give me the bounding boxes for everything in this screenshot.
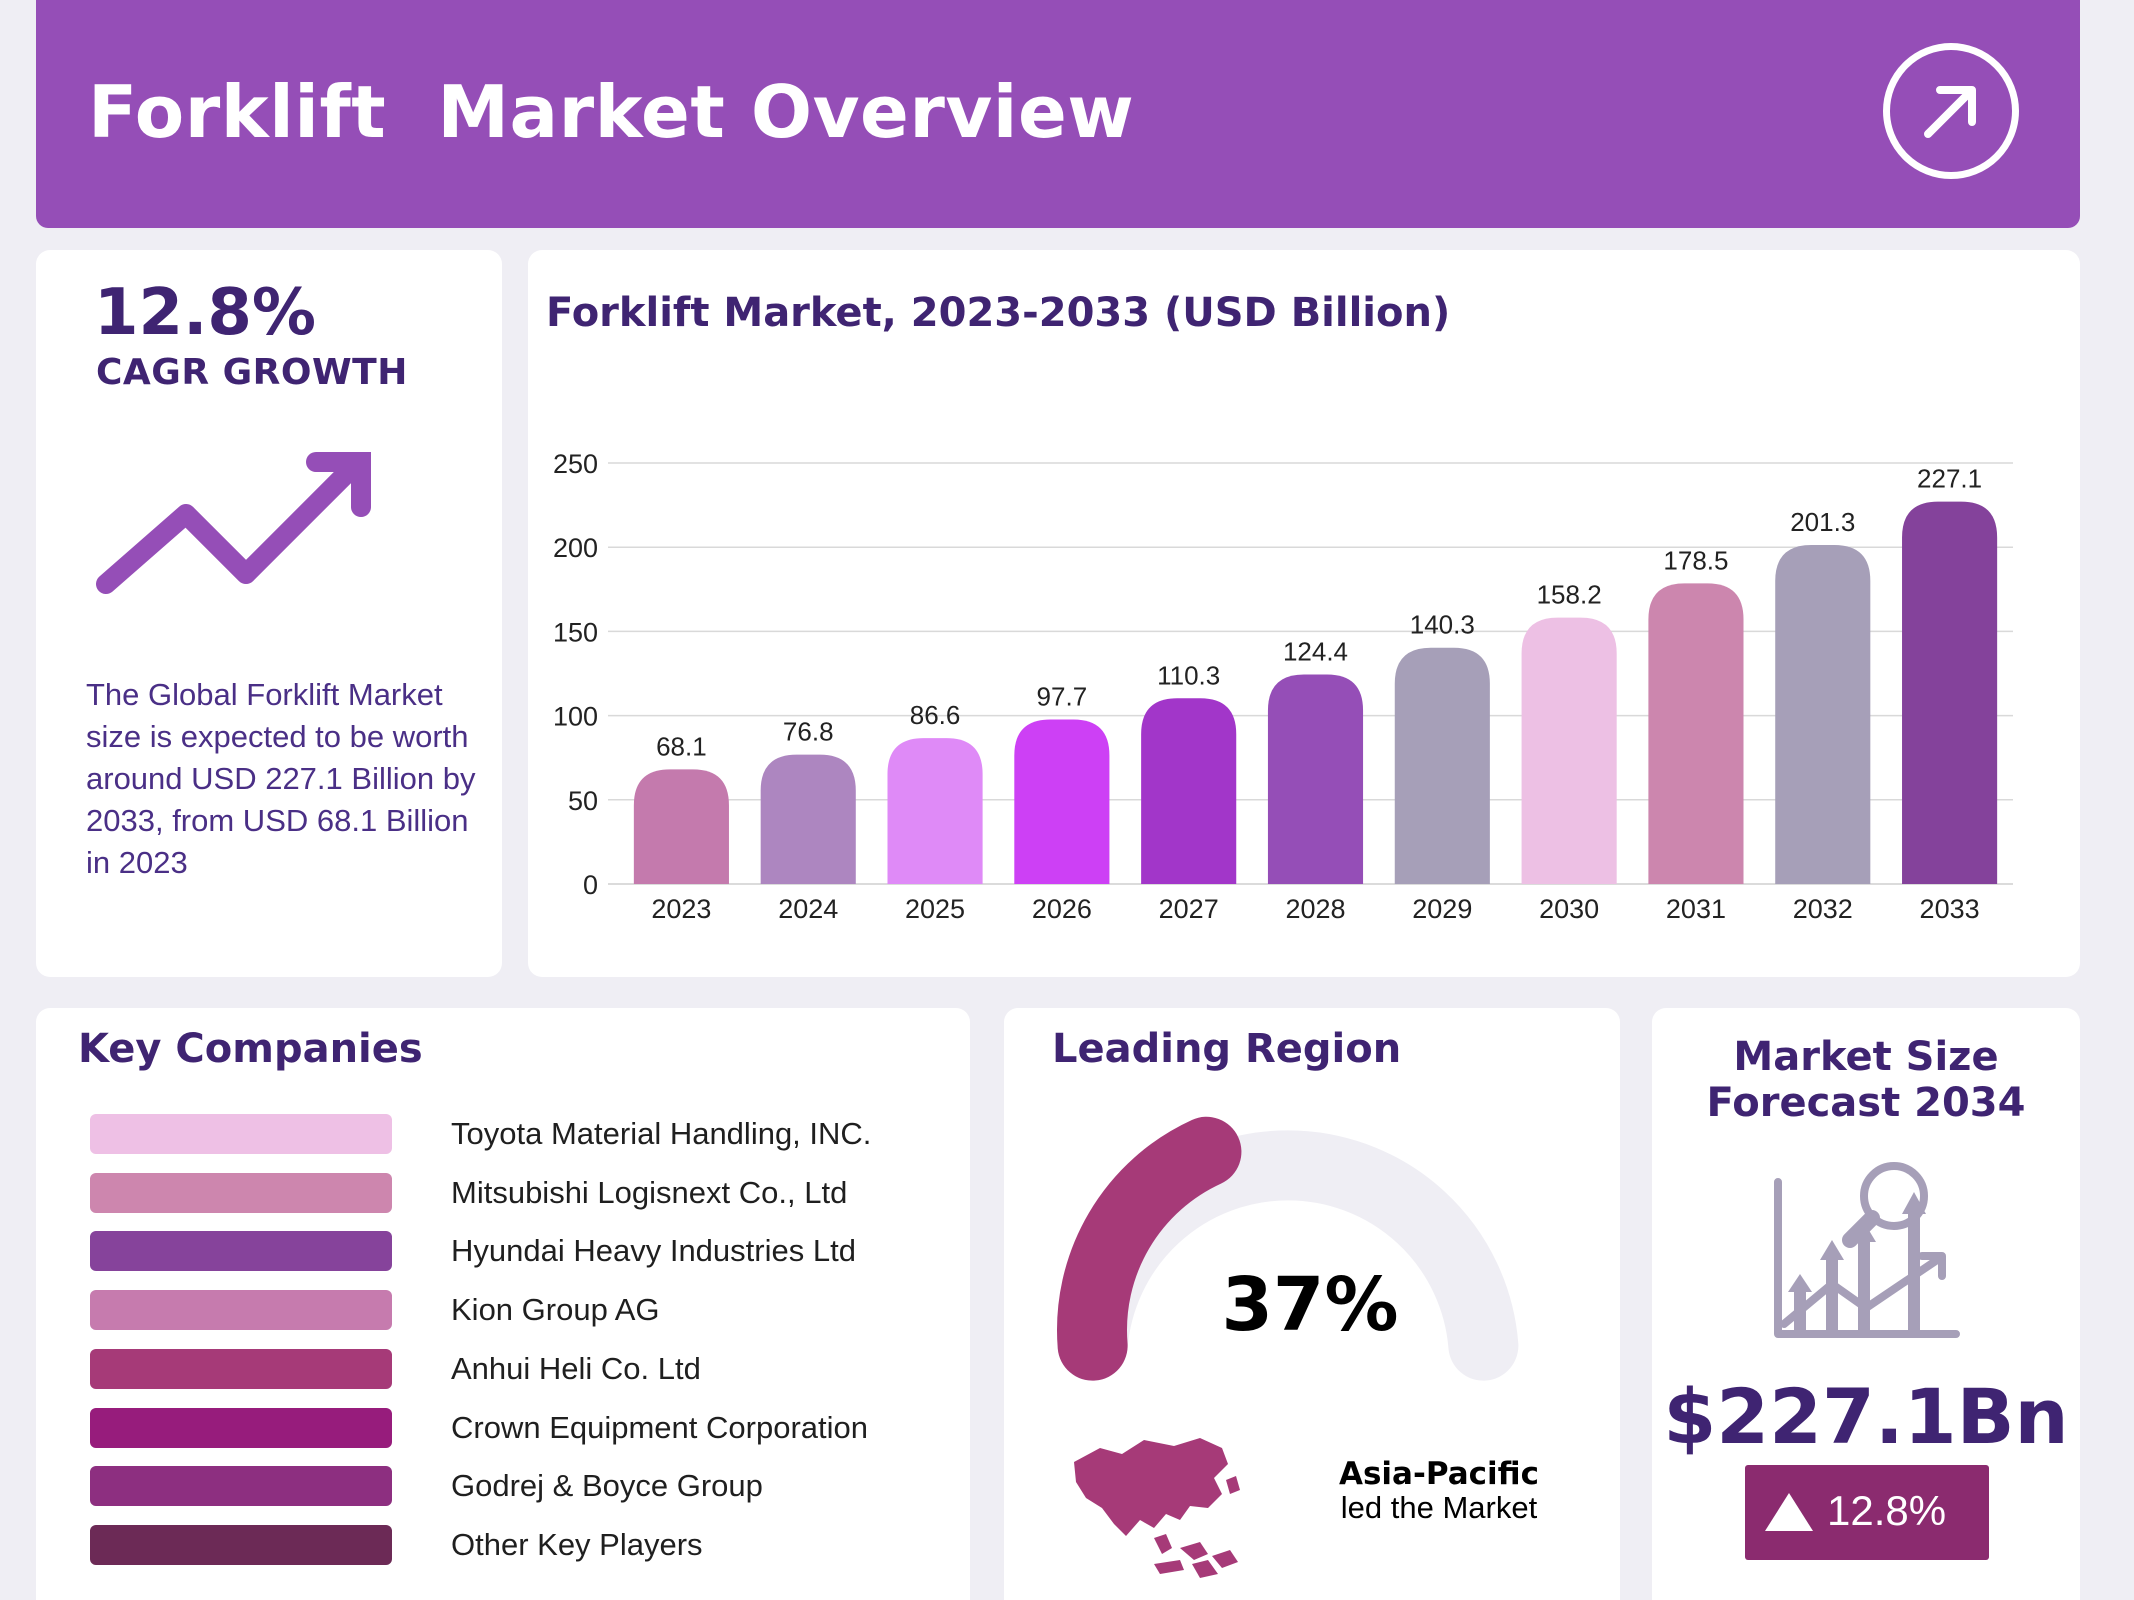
bar: [1521, 617, 1617, 884]
bar: [760, 754, 856, 884]
company-name: Kion Group AG: [451, 1292, 660, 1328]
bar: [887, 738, 983, 884]
x-tick-label: 2024: [778, 894, 838, 924]
trending-up-icon: [96, 452, 371, 594]
page-title: Forklift Market Overview: [88, 70, 1135, 154]
company-row: Anhui Heli Co. Ltd: [90, 1348, 950, 1389]
company-row: Other Key Players: [90, 1524, 950, 1565]
key-companies-title: Key Companies: [78, 1026, 423, 1072]
company-swatch: [90, 1290, 392, 1331]
company-row: Hyundai Heavy Industries Ltd: [90, 1231, 950, 1272]
cagr-value: 12.8%: [94, 276, 317, 350]
bar-value-label: 110.3: [1157, 660, 1220, 690]
y-tick-label: 200: [553, 533, 598, 563]
bar-value-label: 158.2: [1537, 580, 1602, 610]
company-name: Crown Equipment Corporation: [451, 1409, 868, 1445]
y-tick-label: 50: [568, 786, 598, 816]
company-swatch: [90, 1231, 392, 1272]
cagr-card: 12.8% CAGR GROWTH The Global Forklift Ma…: [36, 250, 502, 977]
x-tick-label: 2032: [1793, 894, 1853, 924]
forecast-title: Market Size Forecast 2034: [1652, 1034, 2080, 1126]
region-share-percent: 37%: [1221, 1262, 1399, 1348]
x-tick-label: 2028: [1285, 894, 1345, 924]
x-tick-label: 2033: [1920, 894, 1980, 924]
asia-pacific-map-icon: [1074, 1438, 1240, 1578]
region-name: Asia-Pacific: [1338, 1456, 1540, 1492]
bar-chart: 0 50 100 150 200 250 68.1 2023 76.8 2024 86.6 2025 9…: [553, 449, 2013, 924]
bar-value-label: 68.1: [656, 731, 707, 761]
bar: [1648, 583, 1744, 884]
leading-region-title: Leading Region: [1052, 1026, 1402, 1072]
growth-badge: 12.8%: [1745, 1465, 1989, 1560]
chart-title: Forklift Market, 2023-2033 (USD Billion): [546, 290, 1451, 336]
company-row: Crown Equipment Corporation: [90, 1407, 950, 1448]
header-banner: Forklift Market Overview: [36, 0, 2080, 228]
bar: [633, 769, 729, 884]
bar-value-label: 76.8: [783, 717, 834, 747]
key-companies-card: Key Companies Toyota Material Handling, …: [36, 1008, 970, 1600]
bar: [1902, 501, 1998, 884]
arrow-up-right-icon[interactable]: [1883, 43, 2019, 179]
company-swatch: [90, 1114, 392, 1154]
y-tick-label: 0: [583, 870, 598, 900]
forecast-title-line-1: Market Size: [1733, 1034, 1999, 1080]
cagr-description: The Global Forklift Market size is expec…: [86, 677, 476, 880]
x-tick-label: 2027: [1159, 894, 1219, 924]
company-row: Mitsubishi Logisnext Co., Ltd: [90, 1172, 950, 1213]
company-name: Anhui Heli Co. Ltd: [451, 1350, 701, 1386]
y-tick-label: 250: [553, 449, 598, 479]
x-tick-label: 2029: [1412, 894, 1472, 924]
forecast-value: $227.1Bn: [1663, 1372, 2069, 1461]
company-name: Godrej & Boyce Group: [451, 1468, 763, 1504]
leading-region-card: Leading Region 37% Asia-Pacific led the …: [1004, 1008, 1620, 1600]
growth-badge-value: 12.8%: [1827, 1487, 1947, 1534]
company-swatch: [90, 1348, 392, 1389]
gauge-fill: [1057, 1116, 1242, 1381]
company-swatch: [90, 1172, 392, 1213]
chart-card: Forklift Market, 2023-2033 (USD Billion)…: [528, 250, 2080, 977]
company-name: Hyundai Heavy Industries Ltd: [451, 1233, 856, 1269]
forecast-title-line-2: Forecast 2034: [1706, 1080, 2026, 1126]
company-row: Godrej & Boyce Group: [90, 1466, 950, 1507]
company-swatch: [90, 1466, 392, 1507]
bar-value-label: 227.1: [1917, 464, 1982, 494]
region-share-gauge: [1057, 1116, 1519, 1578]
company-row: Toyota Material Handling, INC.: [90, 1114, 950, 1154]
bar: [1267, 674, 1364, 884]
bar: [1141, 698, 1237, 884]
x-tick-label: 2025: [905, 894, 965, 924]
bar: [1394, 647, 1490, 884]
x-tick-label: 2031: [1666, 894, 1726, 924]
bar-value-label: 97.7: [1037, 681, 1088, 711]
x-tick-label: 2030: [1539, 894, 1599, 924]
bar-value-label: 124.4: [1283, 637, 1348, 667]
growth-analysis-icon: [1774, 1162, 1960, 1338]
company-name: Other Key Players: [451, 1526, 703, 1562]
company-swatch: [90, 1407, 392, 1448]
cagr-label: CAGR GROWTH: [96, 352, 408, 393]
company-swatch: [90, 1524, 392, 1565]
bar-value-label: 86.6: [910, 700, 961, 730]
bar-value-label: 140.3: [1410, 610, 1475, 640]
company-row: Kion Group AG: [90, 1290, 950, 1331]
x-tick-label: 2026: [1032, 894, 1092, 924]
y-tick-label: 100: [553, 702, 598, 732]
forecast-card: Market Size Forecast 2034 $227.1Bn 12.8%: [1652, 1008, 2080, 1600]
bar-value-label: 178.5: [1663, 545, 1728, 575]
company-name: Toyota Material Handling, INC.: [451, 1116, 872, 1151]
bar: [1014, 719, 1110, 884]
company-name: Mitsubishi Logisnext Co., Ltd: [451, 1174, 848, 1210]
region-subtitle: led the Market: [1340, 1490, 1538, 1525]
bar: [1775, 545, 1871, 884]
x-tick-label: 2023: [651, 894, 711, 924]
bar-value-label: 201.3: [1790, 507, 1855, 537]
triangle-up-icon: [1765, 1493, 1813, 1531]
y-tick-label: 150: [553, 617, 598, 647]
